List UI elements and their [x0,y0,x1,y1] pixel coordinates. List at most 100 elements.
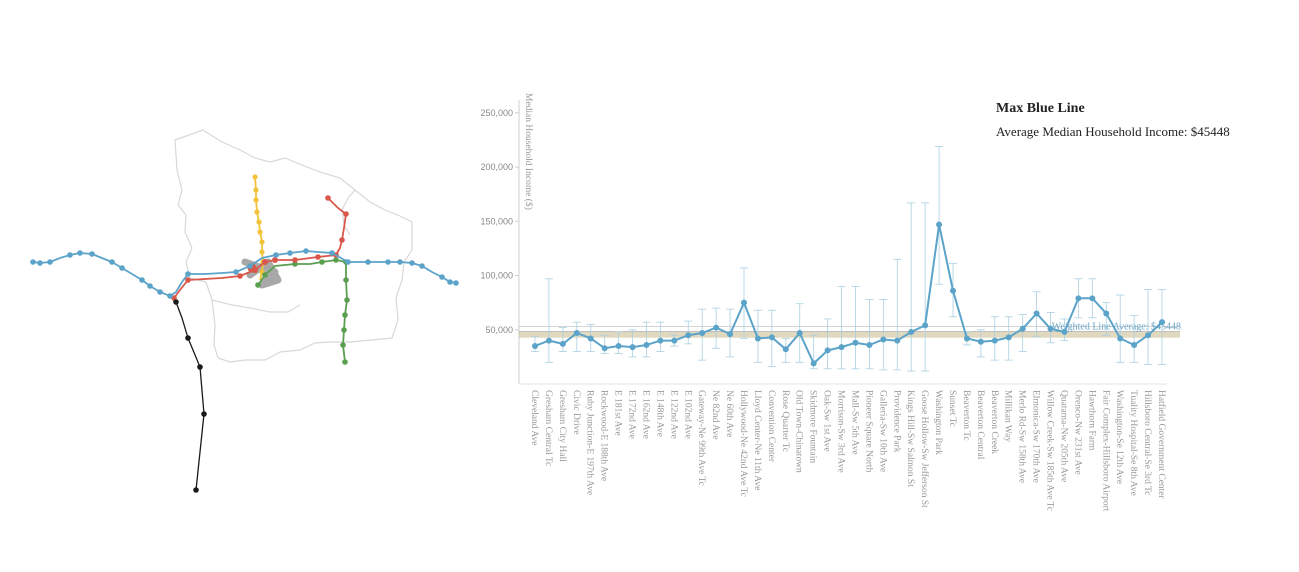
x-category-label: Hollywood-Ne 42nd Ave Tc [738,390,748,497]
data-point [1089,295,1096,302]
data-point [768,334,775,341]
data-point [1145,332,1152,339]
series-line [534,224,1163,366]
data-point [810,360,817,367]
x-category-label: Mall-Sw 5th Ave [849,390,859,455]
chart-title-block: Max Blue Line Average Median Household I… [996,101,1230,140]
data-point [587,335,594,342]
x-category-label: Merlo Rd-Sw 158th Ave [1017,390,1027,483]
x-category-label: Sunset Tc [947,390,957,427]
x-category-label: Gresham City Hall [557,390,567,462]
x-category-label: Convention Center [766,390,776,463]
data-point [936,221,943,228]
data-point [601,345,608,352]
x-category-label: Old Town-Chinatown [794,390,804,473]
y-tick-label: 100,000 [480,271,513,281]
x-category-label: Beaverton Central [975,390,985,460]
y-axis-label: Median Household Income ($) [523,93,534,210]
data-point [657,337,664,344]
x-category-label: Gresham Central Tc [543,390,553,466]
x-category-label: Beaverton Tc [961,390,971,441]
y-tick-label: 50,000 [485,325,513,335]
data-point [950,287,956,294]
data-point [671,337,678,344]
x-category-label: Orenco-Nw 231st Ave [1072,390,1082,475]
data-point [866,341,873,348]
data-point [1047,325,1054,332]
x-category-label: Tuality Hospital-Se 8th Ave [1128,390,1138,496]
x-category-label: Galleria-Sw 10th Ave [877,390,887,472]
x-category-label: Ne 60th Ave [724,390,734,437]
average-band [519,331,1180,338]
yellow-line [252,174,266,281]
x-category-label: Rockwood-E 188th Ave [599,390,609,481]
blue-line [30,248,459,299]
x-category-label: Willow Creek-Sw 185th Ave Tc [1045,390,1055,511]
x-category-label: Skidmore Fountain [808,390,818,463]
data-point [1061,328,1068,335]
x-category-label: E 181st Ave [613,390,623,436]
x-category-label: Ruby Junction-E 197th Ave [585,390,595,495]
data-point [727,331,734,338]
data-point [713,324,720,331]
data-point [977,338,984,345]
data-point [559,340,566,347]
chart-title: Max Blue Line [996,101,1085,116]
data-point [991,337,998,344]
x-category-label: E 148th Ave [654,390,664,437]
data-point [629,344,636,351]
transit-map [30,129,459,493]
data-point [796,330,803,337]
income-chart: 50,000 100,000 150,000 200,000 250,000 Median… [480,93,1181,512]
data-point [782,346,789,353]
x-category-label: Elmonica-Sw 170th Ave [1031,390,1041,483]
data-point [545,337,552,344]
data-point [1033,310,1040,317]
y-tick-label: 250,000 [480,108,513,118]
x-category-label: Cleveland Ave [529,390,539,446]
data-point [741,299,747,306]
data-point [643,341,650,348]
black-line [173,299,207,493]
x-category-label: E 122nd Ave [668,390,678,439]
x-category-label: Providence Park [891,390,901,453]
x-category-label: E 102nd Ave [682,390,692,439]
chart-subtitle: Average Median Household Income: $45448 [996,124,1230,139]
data-point [1159,319,1165,326]
average-line-label: Weighted Line Average: $45448 [1052,322,1181,333]
data-point [685,332,692,339]
x-category-label: Hillsboro Central-Se 3rd Tc [1142,390,1152,496]
data-point [532,343,538,350]
data-point [754,335,761,342]
x-category-label: E 172nd Ave [627,390,637,439]
data-point [1019,325,1026,332]
data-point [908,328,915,335]
data-point [1117,335,1124,342]
x-category-label: Kings Hill-Sw Salmon St [905,390,915,487]
data-point [880,336,887,343]
data-point [1103,310,1110,317]
data-point [894,337,901,344]
x-category-label: Oak-Sw 1st Ave [822,390,832,452]
x-category-label: Ne 82nd Ave [710,390,720,439]
data-point [573,330,580,337]
data-point [838,344,845,351]
y-tick-label: 150,000 [480,216,513,226]
x-category-label: Rose Quarter Tc [780,390,790,452]
data-point [1131,341,1138,348]
data-point [1005,334,1012,341]
x-category-label: Fair Complex-Hillsboro Airport [1100,390,1110,512]
x-category-label: Washington-Se 12th Ave [1114,390,1124,484]
city-boundary-outline [174,129,413,363]
data-point [963,335,970,342]
x-category-label: Pioneer Square North [863,390,873,473]
data-point [615,343,622,350]
data-point [852,339,859,346]
y-tick-label: 200,000 [480,162,513,172]
x-category-label: Millikan Way [1003,390,1013,442]
x-category-label: Hawthorn Farm [1086,390,1096,451]
x-category-label: E 162nd Ave [640,390,650,439]
x-category-label: Hatfield Government Center [1156,390,1167,500]
data-point [922,322,929,329]
x-category-label: Quatama-Nw 205th Ave [1058,390,1068,482]
